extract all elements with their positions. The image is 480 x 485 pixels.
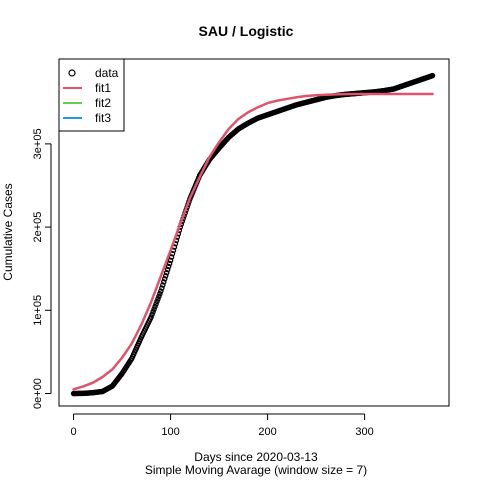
data-point: [155, 296, 161, 302]
data-point: [151, 306, 157, 312]
data-point: [429, 72, 436, 79]
axes: 0 100 200 300 0e+00 1e+05 2e+05 3e+05: [32, 128, 374, 438]
y-tick-label: 2e+05: [32, 212, 44, 243]
data-point: [158, 288, 164, 294]
x-tick-label: 0: [70, 426, 76, 438]
y-tick-label: 3e+05: [32, 128, 44, 159]
data-point: [156, 293, 162, 300]
data-point: [148, 314, 154, 320]
data-point: [152, 303, 158, 310]
x-axis-label: Days since 2020-03-13: [194, 450, 318, 464]
data-point: [166, 260, 173, 267]
data-point: [154, 298, 160, 305]
y-axis-label: Cumulative Cases: [1, 183, 15, 280]
legend-label-fit2: fit2: [95, 96, 111, 110]
data-point: [163, 269, 170, 276]
plot-frame: [58, 58, 450, 407]
data-point: [161, 276, 168, 282]
x-tick-label: 200: [258, 426, 276, 438]
x-tick-label: 300: [355, 426, 373, 438]
data-point: [161, 279, 167, 285]
legend-label-data: data: [95, 66, 119, 80]
chart-title: SAU / Logistic: [199, 23, 294, 39]
data-point: [160, 282, 166, 288]
data-point: [150, 309, 156, 315]
data-point: [149, 311, 155, 318]
legend-label-fit1: fit1: [95, 81, 111, 95]
series-line-fit1: [72, 92, 434, 391]
data-point: [153, 301, 159, 307]
y-tick-label: 1e+05: [32, 295, 44, 326]
x-tick-label: 100: [161, 426, 179, 438]
data-point: [159, 285, 165, 291]
legend-marker-data: [68, 69, 76, 77]
y-tick-label: 0e+00: [32, 378, 44, 409]
x-axis-sublabel: Simple Moving Avarage (window size = 7): [145, 463, 367, 477]
data-point: [162, 273, 169, 279]
legend-label-fit3: fit3: [95, 111, 111, 125]
data-point: [157, 290, 163, 297]
plot-area: [70, 72, 436, 397]
data-point: [165, 263, 172, 270]
data-point: [164, 266, 171, 273]
